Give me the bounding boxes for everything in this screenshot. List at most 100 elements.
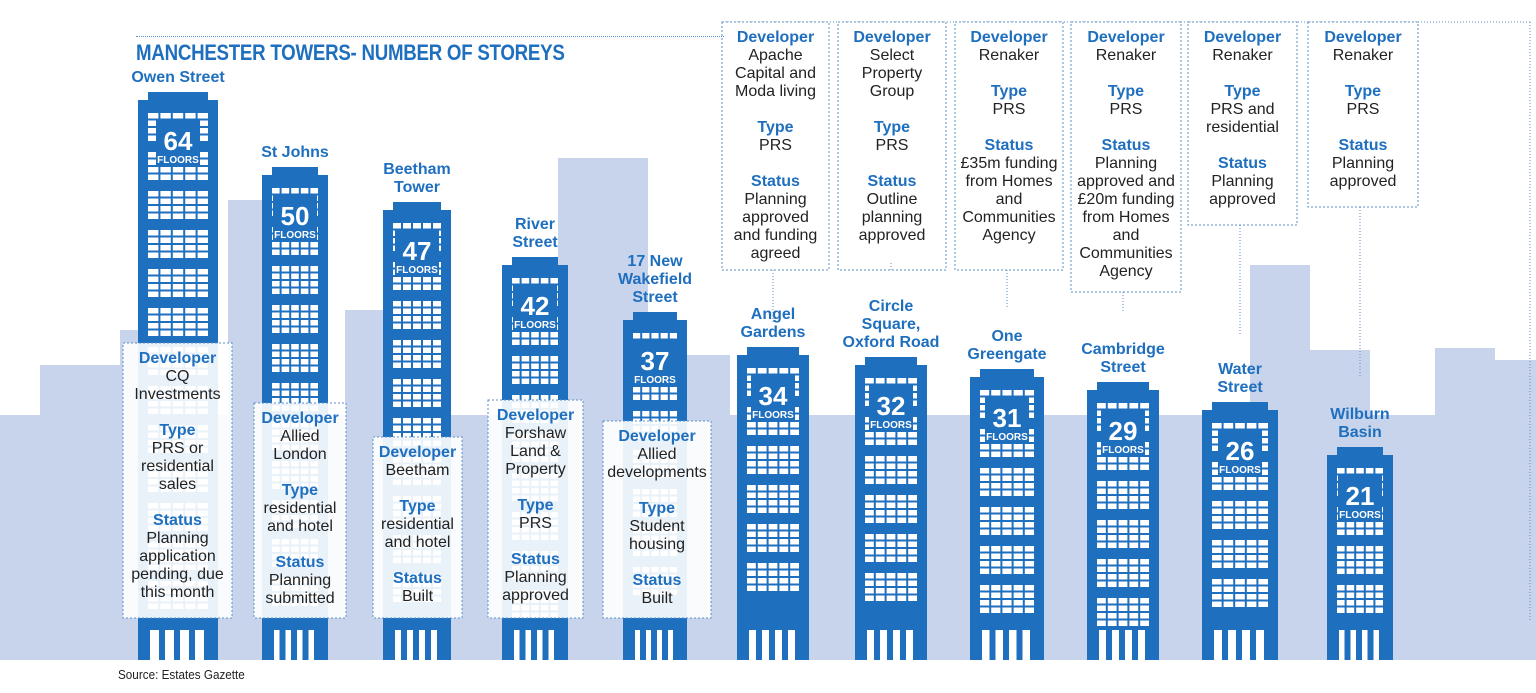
tower-name: One [991,328,1022,345]
type-label: Type [639,500,675,517]
info-box-frame [253,402,347,619]
info-box-frame [1307,21,1419,208]
tower-window [272,188,280,194]
type-value: Student [629,518,685,535]
tower-cap [980,369,1034,378]
tower-window [865,556,874,562]
status-value: and funding [734,227,818,244]
tower-window [1223,484,1234,490]
tower-window [403,401,411,407]
tower-window [747,461,756,467]
tower-window [1258,430,1268,436]
tower-window [1246,555,1257,561]
status-value: pending, due [131,566,224,583]
tower-window [1129,481,1139,487]
tower-window [757,570,767,576]
tower-window [875,378,885,384]
tower-window [991,522,1001,528]
status-value: approved [1330,173,1397,190]
tower-cap [747,347,799,356]
tower-window [1365,546,1374,552]
tower-window [980,451,990,457]
tower-window [865,502,874,508]
tower-window [433,284,441,290]
tower-window [1258,484,1268,490]
tower-window [1118,605,1128,611]
developer-value: Beetham [385,462,449,479]
tower-window [1375,585,1383,591]
tower-window [1346,568,1355,574]
tower-window [886,517,896,523]
tower-window [1002,444,1012,450]
status-value: and [1113,227,1140,244]
tower-window [550,395,558,401]
info-box-frame [602,420,712,619]
tower-window [1024,553,1034,559]
tower-window [1140,605,1149,611]
type-label: Type [1224,83,1260,100]
tower-window [747,468,756,474]
tower-window [413,347,421,353]
tower-window [1129,464,1139,470]
tower-window [991,585,1001,591]
tower-window [197,113,208,119]
tower-window [300,366,309,372]
source-note: Source: Estates Gazette [118,667,245,682]
tower-window [875,588,885,594]
tower-base-column [165,630,174,660]
type-label: Type [874,119,910,136]
tower-window [875,471,885,477]
tower-window [172,315,184,321]
tower-window [633,333,641,339]
tower-window [1118,464,1128,470]
tower-window [779,539,789,545]
tower-window [433,425,441,431]
tower-window [1365,592,1374,598]
tower-window [403,394,411,400]
tower-window [423,362,431,368]
tower-window [393,223,401,229]
tower-window [768,563,778,569]
tower-window [148,198,159,204]
tower-window [757,531,767,537]
tower-window [148,252,159,258]
tower-window [1258,540,1268,546]
tower-window [185,198,196,204]
tower-window [1375,568,1383,574]
tower-window [281,327,290,333]
tower-name: Cambridge [1081,341,1165,358]
tower-window [413,277,421,283]
type-label: Type [517,497,553,514]
tower-window [423,355,431,361]
tower-window [185,323,196,329]
tower-window [908,378,917,384]
tower-window [1258,594,1268,600]
tower-window [160,252,171,258]
tower-window [757,422,767,428]
tower-base-column [982,630,990,660]
tower-window [160,291,171,297]
tower-window [531,395,539,401]
tower-window [172,276,184,282]
status-label: Status [1218,155,1267,172]
floors-unit: FLOORS [274,230,316,241]
tower-window [1024,607,1034,613]
tower-window [512,356,520,362]
tower-window [1002,568,1012,574]
tower-window [865,378,874,384]
tower-window [1002,592,1012,598]
tower-window [980,405,990,411]
tower-window [790,570,799,576]
tower-base-column [1256,630,1264,660]
tower-window [768,585,778,591]
tower-window [886,573,896,579]
tower-window [865,573,874,579]
tower-window [172,113,184,119]
tower-window [291,188,299,194]
tower-window [660,411,668,417]
tower-window [1356,585,1364,591]
tower-window [1356,607,1364,613]
status-value: approved [742,209,809,226]
tower-window [185,269,196,275]
